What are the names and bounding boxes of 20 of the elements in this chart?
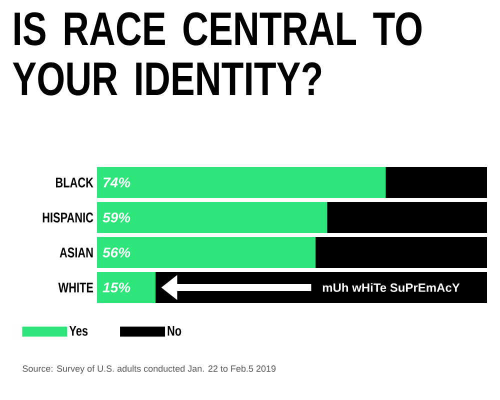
bar <box>327 202 487 234</box>
y-tick-label: BLACK <box>56 178 94 188</box>
legend-label: Yes <box>69 326 88 336</box>
annotation: mUh wHiTe SuPrEmAcY <box>322 283 460 292</box>
legend-label: No <box>168 326 182 336</box>
y-tick-label: WHITE <box>58 282 94 292</box>
source-note: Source: Survey of U.S. adults conducted Jan. 22 to Feb.5 2019 <box>22 365 276 374</box>
bar <box>97 202 328 234</box>
data-label: 59% <box>102 212 130 222</box>
data-label: 56% <box>102 248 130 258</box>
bar <box>97 237 316 268</box>
data-label: 15% <box>102 282 130 292</box>
bar <box>315 237 487 268</box>
bar <box>97 167 386 198</box>
data-label: 74% <box>104 178 130 188</box>
y-tick-label: HISPANIC <box>42 212 94 222</box>
y-tick-label: ASIAN <box>60 248 93 258</box>
chart-title: IS RACE CENTRAL TO YOUR IDENTITY? <box>12 12 422 96</box>
bar <box>386 167 487 198</box>
bar <box>97 272 156 304</box>
